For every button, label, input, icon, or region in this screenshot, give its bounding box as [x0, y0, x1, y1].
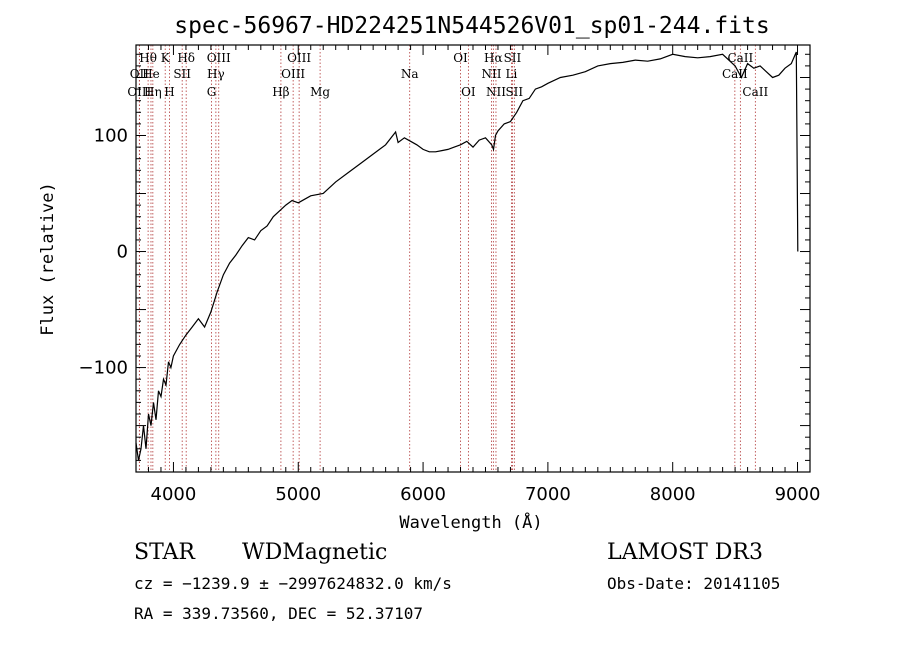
spectrum-series-line	[135, 51, 799, 461]
x-tick-label: 8000	[650, 484, 696, 505]
y-tick-label: −100	[79, 358, 128, 379]
spectral-line-label: CaII	[742, 85, 768, 99]
x-axis-ticks: 4000 5000 6000 7000 8000 9000	[135, 45, 821, 505]
spectral-line-label: CaII	[727, 51, 753, 65]
y-tick-label: 100	[94, 126, 128, 147]
spectral-line-label: SII	[505, 85, 523, 99]
spectral-line-label: He	[142, 67, 160, 81]
x-axis-label: Wavelength (Å)	[399, 511, 542, 533]
spectral-line-label: CaII	[722, 67, 748, 81]
spectral-line-label: NII	[486, 85, 506, 99]
x-tick-label: 4000	[151, 484, 197, 505]
y-axis-ticks: −100 0 100	[79, 53, 810, 461]
spectral-line-label: NII	[481, 67, 501, 81]
spectral-line-label: Hδ	[177, 51, 195, 65]
chart-title: spec-56967-HD224251N544526V01_sp01-244.f…	[174, 13, 769, 39]
object-subclass: WDMagnetic	[242, 540, 387, 565]
spectral-line-label: OIII	[287, 51, 311, 65]
x-tick-label: 9000	[775, 484, 821, 505]
spectral-line-label: Mg	[310, 85, 330, 99]
spectral-line-label: OI	[453, 51, 468, 65]
observation-date: Obs-Date: 20141105	[607, 574, 780, 593]
spectral-line-label: Li	[506, 67, 518, 81]
object-class: STAR	[134, 540, 196, 565]
x-tick-label: 6000	[400, 484, 446, 505]
spectral-line-label: Hα	[484, 51, 503, 65]
plot-frame	[135, 44, 811, 473]
spectral-line-label: G	[207, 85, 217, 99]
spectral-line-label: H	[164, 85, 174, 99]
spectral-line-label: OIII	[281, 67, 305, 81]
spectral-line-label: K	[161, 51, 171, 65]
spectral-line-label: OI	[461, 85, 476, 99]
spectral-line-markers	[138, 45, 756, 472]
spectral-line-label: Na	[401, 67, 419, 81]
spectral-line-label: Hβ	[272, 85, 289, 99]
spectral-line-label: Hγ	[207, 67, 225, 81]
y-tick-label: 0	[117, 242, 128, 263]
spectral-line-label: SII	[504, 51, 522, 65]
spectral-line-label: SII	[173, 67, 191, 81]
x-tick-label: 7000	[525, 484, 571, 505]
redshift-line: cz = −1239.9 ± −2997624832.0 km/s	[134, 574, 452, 593]
y-axis-label: Flux (relative)	[38, 182, 58, 336]
spectral-line-label: OIII	[207, 51, 231, 65]
survey-name: LAMOST DR3	[607, 540, 763, 565]
x-tick-label: 5000	[275, 484, 321, 505]
spectral-line-label: Hθ	[139, 51, 157, 65]
spectral-line-label: OIII	[127, 85, 151, 99]
spectral-line-label: Hη	[144, 85, 162, 99]
coordinates-line: RA = 339.73560, DEC = 52.37107	[134, 604, 423, 623]
